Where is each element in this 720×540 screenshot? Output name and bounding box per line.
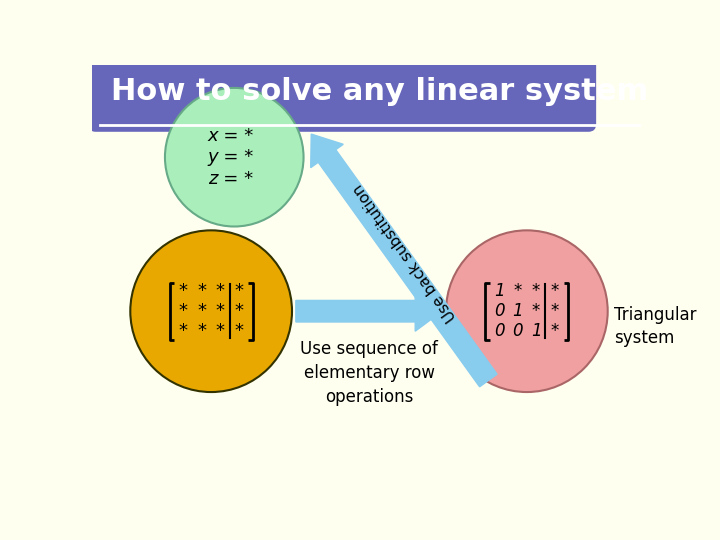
Text: Use back substitution: Use back substitution	[351, 181, 459, 324]
Text: *: *	[179, 322, 188, 340]
Text: *: *	[216, 282, 225, 300]
Text: *: *	[235, 282, 243, 300]
Text: *: *	[550, 302, 559, 320]
Text: x = *: x = *	[207, 127, 253, 145]
Text: *: *	[532, 302, 540, 320]
Text: *: *	[550, 322, 559, 340]
Text: *: *	[216, 302, 225, 320]
Text: z = *: z = *	[208, 170, 253, 188]
FancyArrow shape	[311, 134, 497, 387]
Text: *: *	[197, 322, 207, 340]
Circle shape	[130, 231, 292, 392]
Text: *: *	[235, 302, 243, 320]
Text: *: *	[235, 322, 243, 340]
Text: y = *: y = *	[207, 148, 253, 166]
Text: 0: 0	[494, 322, 505, 340]
Text: *: *	[179, 302, 188, 320]
Text: 1: 1	[513, 302, 523, 320]
Text: How to solve any linear system: How to solve any linear system	[111, 77, 648, 106]
Text: 0: 0	[494, 302, 505, 320]
Circle shape	[165, 88, 304, 226]
Text: *: *	[550, 282, 559, 300]
Text: Triangular
system: Triangular system	[614, 306, 696, 347]
Text: 0: 0	[513, 322, 523, 340]
FancyBboxPatch shape	[86, 59, 652, 486]
FancyBboxPatch shape	[88, 47, 596, 132]
Text: 1: 1	[531, 322, 541, 340]
Text: *: *	[532, 282, 540, 300]
FancyArrow shape	[296, 291, 442, 331]
Text: *: *	[197, 282, 207, 300]
Text: *: *	[197, 302, 207, 320]
Text: Use sequence of
elementary row
operations: Use sequence of elementary row operation…	[300, 340, 438, 406]
Text: *: *	[216, 322, 225, 340]
Circle shape	[446, 231, 608, 392]
Text: *: *	[513, 282, 522, 300]
Text: *: *	[179, 282, 188, 300]
Text: 1: 1	[494, 282, 505, 300]
